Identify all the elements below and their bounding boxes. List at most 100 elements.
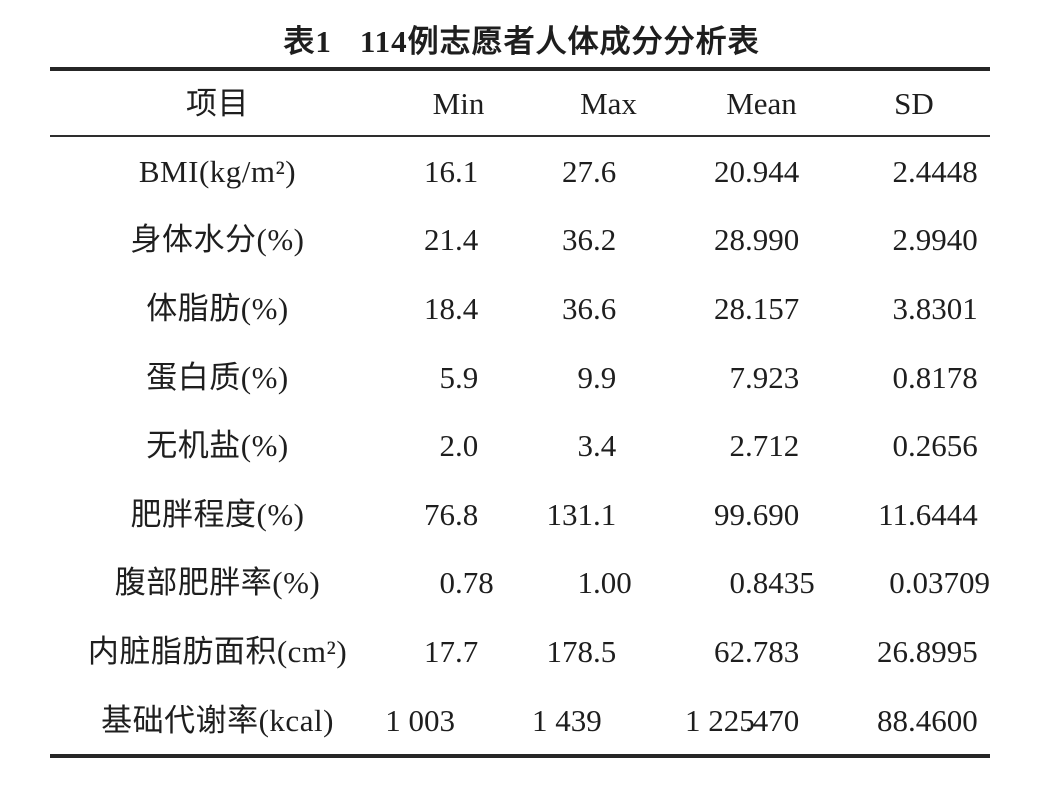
fraction-part: .944 bbox=[745, 153, 800, 189]
fraction-part: .0 bbox=[455, 428, 479, 464]
integer-part: 76 bbox=[424, 496, 455, 532]
integer-part: 2 bbox=[729, 428, 746, 464]
integer-part: 2 bbox=[892, 153, 909, 189]
integer-part: 20 bbox=[714, 153, 745, 189]
integer-part: 7 bbox=[729, 359, 746, 395]
cell-sd: 0.2656 bbox=[838, 430, 990, 461]
integer-part: 178 bbox=[546, 633, 594, 669]
column-header-min: Min bbox=[432, 85, 485, 121]
fraction-part: .923 bbox=[745, 359, 800, 395]
fraction-part: .783 bbox=[745, 633, 800, 669]
table-row: 体脂肪(%) 18.4 36.6 28.157 3.8301 bbox=[50, 274, 990, 343]
integer-part: 3 bbox=[577, 428, 594, 464]
fraction-part: .8995 bbox=[908, 633, 978, 669]
integer-part: 0 bbox=[889, 565, 905, 601]
top-rule bbox=[50, 67, 990, 71]
cell-max: 27.6 bbox=[532, 156, 685, 187]
cell-max: 1.00 bbox=[532, 567, 685, 598]
cell-min: 2.0 bbox=[385, 430, 532, 461]
integer-part: 18 bbox=[424, 290, 455, 326]
cell-sd: 26.8995 bbox=[838, 636, 990, 667]
table-row: BMI(kg/m²) 16.1 27.6 20.944 2.4448 bbox=[50, 137, 990, 206]
column-header-mean: Mean bbox=[726, 85, 797, 121]
fraction-part: .990 bbox=[745, 222, 800, 258]
integer-part: 0 bbox=[729, 565, 746, 601]
cell-max: 36.6 bbox=[532, 293, 685, 324]
integer-part: 2 bbox=[439, 428, 456, 464]
cell-mean: 0.8435 bbox=[685, 567, 838, 598]
integer-part: 1 439 bbox=[532, 702, 602, 738]
column-header-max: Max bbox=[580, 85, 637, 121]
cell-sd: 2.4448 bbox=[838, 156, 990, 187]
table-body: BMI(kg/m²) 16.1 27.6 20.944 2.4448 身体水分(%) 21.… bbox=[50, 137, 990, 754]
cell-min: 76.8 bbox=[385, 499, 532, 530]
table-row: 身体水分(%) 21.4 36.2 28.990 2.9940 bbox=[50, 206, 990, 275]
row-label: 身体水分(%) bbox=[130, 222, 305, 258]
fraction-part: .9 bbox=[593, 359, 617, 395]
integer-part: 16 bbox=[424, 153, 455, 189]
cell-sd: 2.9940 bbox=[838, 224, 990, 255]
table-row: 肥胖程度(%) 76.8 131.1 99.690 11.6444 bbox=[50, 480, 990, 549]
integer-part: 131 bbox=[546, 496, 594, 532]
fraction-part: .6 bbox=[593, 153, 617, 189]
fraction-part: .6444 bbox=[908, 496, 978, 532]
cell-min: 5.9 bbox=[385, 362, 532, 393]
fraction-part bbox=[455, 705, 532, 736]
cell-mean: 20.944 bbox=[685, 156, 838, 187]
integer-part: 99 bbox=[714, 496, 745, 532]
row-label: 内脏脂肪面积(cm²) bbox=[87, 633, 348, 669]
cell-sd: 0.03709 bbox=[838, 567, 990, 598]
cell-mean: 28.990 bbox=[685, 224, 838, 255]
fraction-part: .9940 bbox=[908, 222, 978, 258]
cell-max: 131.1 bbox=[532, 499, 685, 530]
integer-part: 2 bbox=[892, 222, 909, 258]
fraction-part: .6 bbox=[593, 290, 617, 326]
cell-max: 9.9 bbox=[532, 362, 685, 393]
cell-min: 16.1 bbox=[385, 156, 532, 187]
fraction-part: .7 bbox=[455, 633, 479, 669]
cell-mean: 28.157 bbox=[685, 293, 838, 324]
row-label: 体脂肪(%) bbox=[146, 290, 289, 326]
cell-min: 17.7 bbox=[385, 636, 532, 667]
integer-part: 1 bbox=[577, 565, 594, 601]
fraction-part bbox=[593, 705, 685, 736]
fraction-part: .157 bbox=[745, 290, 800, 326]
integer-part: 62 bbox=[714, 633, 745, 669]
cell-max: 36.2 bbox=[532, 224, 685, 255]
row-label: 蛋白质(%) bbox=[146, 359, 289, 395]
integer-part: 1 225 bbox=[685, 702, 755, 738]
integer-part: 21 bbox=[424, 222, 455, 258]
fraction-part: .9 bbox=[455, 359, 479, 395]
cell-min: 0.78 bbox=[385, 567, 532, 598]
fraction-part: .00 bbox=[593, 565, 632, 601]
fraction-part: .712 bbox=[745, 428, 800, 464]
header-row: 项目 Min Max Mean SD bbox=[50, 71, 990, 135]
row-label: 基础代谢率(kcal) bbox=[101, 702, 334, 738]
row-label: BMI(kg/m²) bbox=[138, 153, 297, 189]
cell-max: 1 439 bbox=[532, 705, 685, 736]
cell-min: 18.4 bbox=[385, 293, 532, 324]
integer-part: 17 bbox=[424, 633, 455, 669]
table-title: 114例志愿者人体成分分析表 bbox=[359, 24, 760, 59]
integer-part: 36 bbox=[562, 290, 593, 326]
cell-sd: 88.4600 bbox=[838, 705, 990, 736]
table-row: 内脏脂肪面积(cm²) 17.7 178.5 62.783 26.8995 bbox=[50, 617, 990, 686]
integer-part: 36 bbox=[562, 222, 593, 258]
data-table: 项目 Min Max Mean SD BMI(kg/m²) 16.1 27.6 20.… bbox=[50, 67, 990, 759]
cell-mean: 62.783 bbox=[685, 636, 838, 667]
cell-sd: 3.8301 bbox=[838, 293, 990, 324]
fraction-part: .8178 bbox=[908, 359, 978, 395]
integer-part: 0 bbox=[439, 565, 456, 601]
cell-mean: 99.690 bbox=[685, 499, 838, 530]
row-label: 无机盐(%) bbox=[146, 428, 289, 464]
integer-part: 28 bbox=[714, 222, 745, 258]
table-row: 蛋白质(%) 5.9 9.9 7.923 0.8178 bbox=[50, 343, 990, 412]
cell-mean: 7.923 bbox=[685, 362, 838, 393]
cell-sd: 0.8178 bbox=[838, 362, 990, 393]
cell-min: 1 003 bbox=[385, 705, 532, 736]
column-header-item: 项目 bbox=[186, 85, 249, 121]
cell-sd: 11.6444 bbox=[838, 499, 990, 530]
table-row: 无机盐(%) 2.0 3.4 2.712 0.2656 bbox=[50, 411, 990, 480]
fraction-part: .8435 bbox=[745, 565, 815, 601]
